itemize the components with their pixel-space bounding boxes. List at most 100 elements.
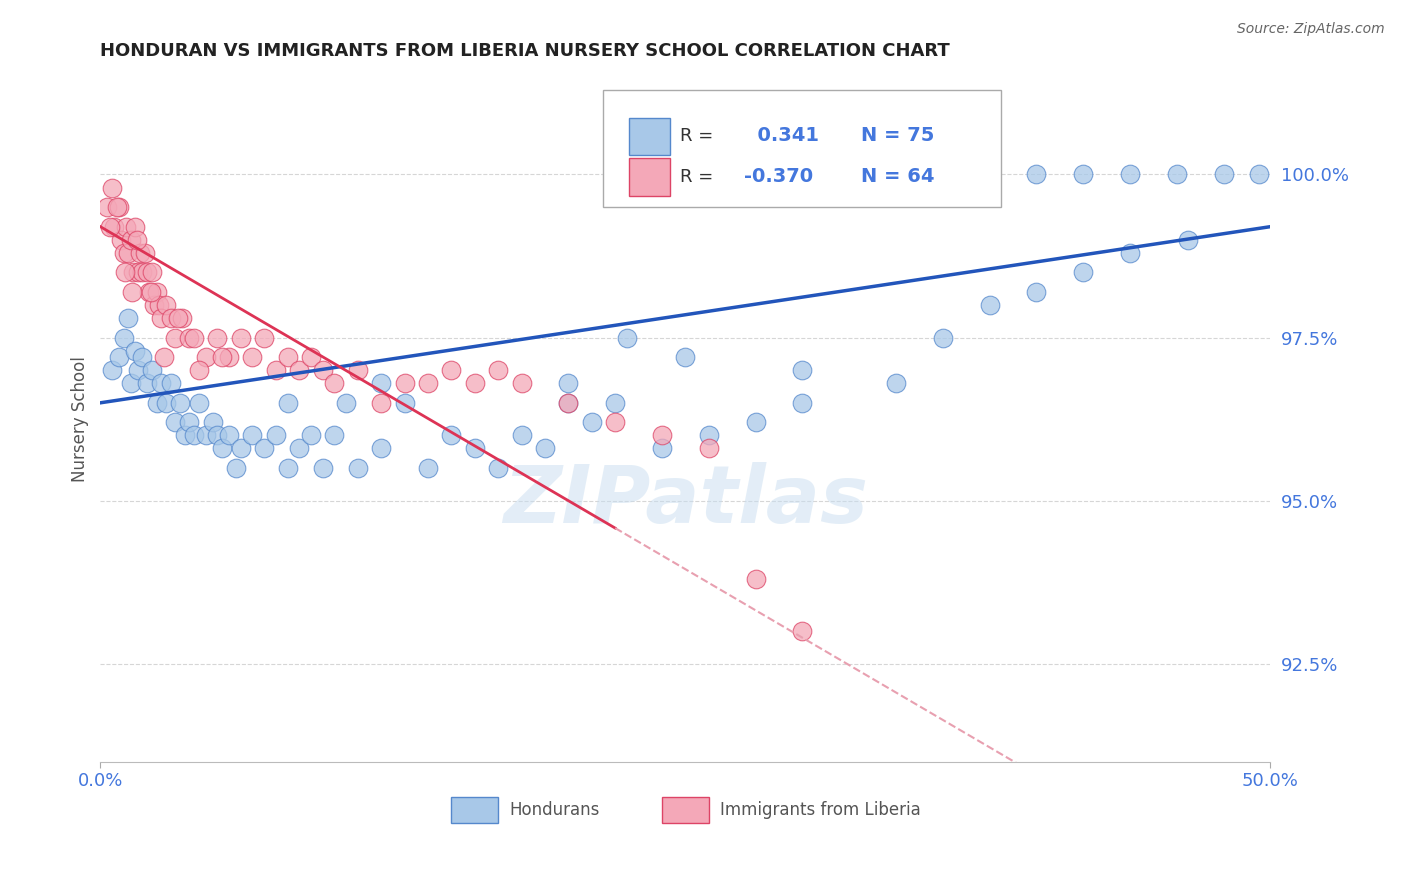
Point [148,298,170,312]
Point [122,265,145,279]
Point [138,285,160,299]
Point [416,376,439,391]
Point [98,219,121,234]
Point [166,311,188,326]
Point [1166,168,1188,182]
Point [335,396,357,410]
Point [557,396,579,410]
Point [288,442,311,456]
Point [792,624,814,639]
Point [218,350,240,364]
Point [145,285,167,299]
Point [105,200,128,214]
Point [370,442,392,456]
Y-axis label: Nursery School: Nursery School [72,356,89,482]
Point [288,363,311,377]
Point [131,265,153,279]
Point [299,350,322,364]
Point [124,219,146,234]
Point [179,330,201,344]
Point [120,376,142,391]
Point [187,396,209,410]
Point [194,350,217,364]
Point [101,363,124,377]
Point [884,376,907,391]
Point [1025,285,1047,299]
Point [979,168,1001,182]
Point [127,363,149,377]
Point [1247,168,1270,182]
Point [464,376,486,391]
Point [155,396,177,410]
Text: HONDURAN VS IMMIGRANTS FROM LIBERIA NURSERY SCHOOL CORRELATION CHART: HONDURAN VS IMMIGRANTS FROM LIBERIA NURS… [100,42,950,60]
Point [792,363,814,377]
Point [165,330,187,344]
Point [103,219,125,234]
Point [486,363,509,377]
Point [651,428,673,442]
Point [394,376,416,391]
Point [955,168,977,182]
Point [744,416,766,430]
Point [1025,168,1047,182]
FancyBboxPatch shape [630,118,671,155]
Point [242,350,264,364]
Point [264,363,287,377]
Point [534,442,557,456]
Point [115,219,138,234]
Point [201,416,224,430]
FancyBboxPatch shape [451,797,498,823]
Point [96,200,118,214]
Point [299,428,322,442]
Point [673,350,696,364]
Point [416,461,439,475]
Point [207,428,229,442]
Point [117,311,139,326]
Point [253,330,276,344]
Point [651,442,673,456]
Point [179,416,201,430]
Point [169,396,191,410]
Point [173,428,195,442]
Point [311,461,333,475]
Point [557,376,579,391]
Point [211,442,233,456]
Point [150,311,173,326]
Point [143,298,166,312]
Point [139,285,162,299]
Text: Source: ZipAtlas.com: Source: ZipAtlas.com [1237,22,1385,37]
Point [159,311,181,326]
Point [510,376,533,391]
Point [187,363,209,377]
Point [117,245,139,260]
Point [440,428,463,442]
Point [165,416,187,430]
Point [1119,168,1142,182]
Point [134,245,156,260]
Point [277,350,299,364]
Point [277,461,299,475]
Point [211,350,233,364]
Point [1071,265,1094,279]
Point [124,343,146,358]
Point [108,200,131,214]
Point [557,396,579,410]
Point [697,442,720,456]
Point [150,376,173,391]
Point [1177,233,1199,247]
Point [229,330,252,344]
Point [218,428,240,442]
Point [136,265,159,279]
Text: ZIPatlas: ZIPatlas [503,462,868,541]
Point [932,168,955,182]
Point [131,350,153,364]
Point [136,376,159,391]
Point [616,330,638,344]
Text: R =: R = [679,168,713,186]
Point [605,416,627,430]
Point [194,428,217,442]
Point [141,265,163,279]
Point [108,350,131,364]
Point [979,298,1001,312]
Point [145,396,167,410]
